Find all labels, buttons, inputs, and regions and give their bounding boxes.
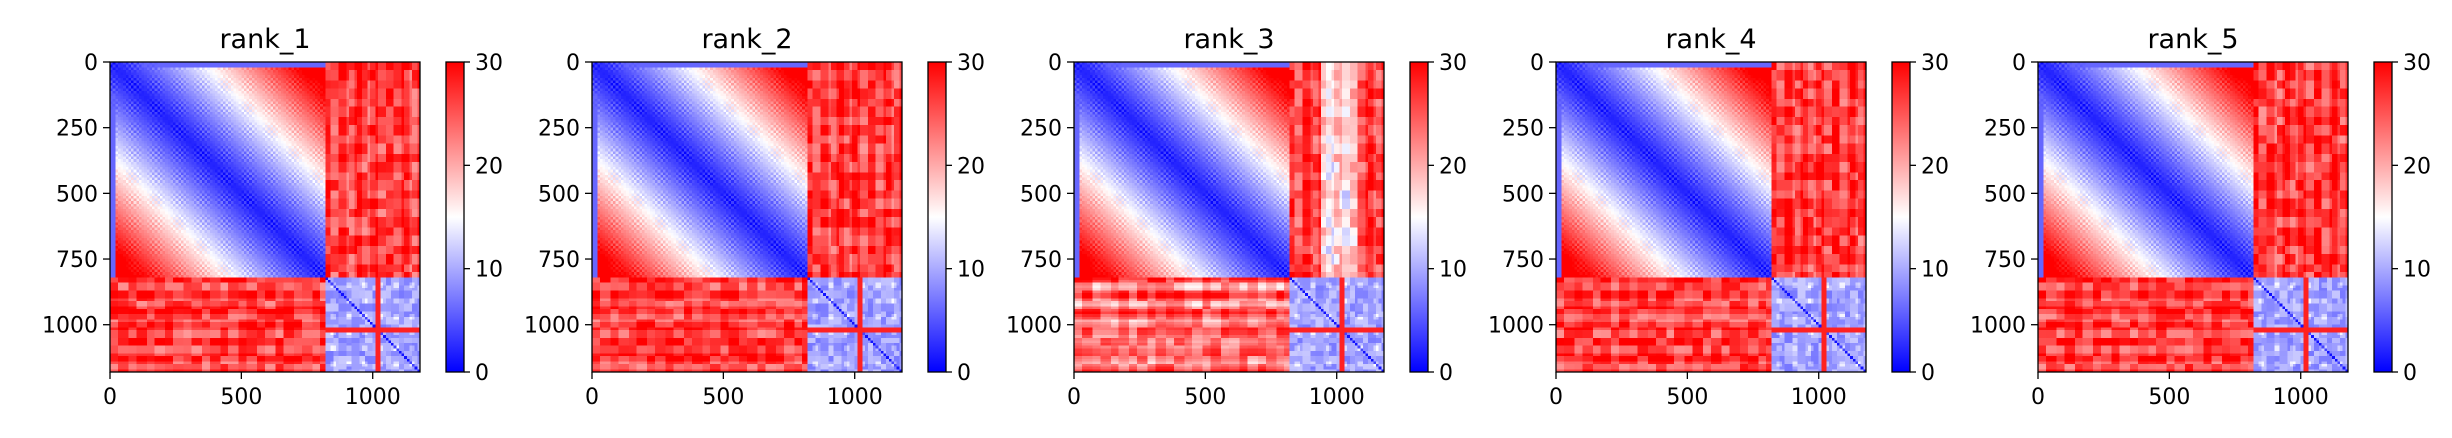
- y-tick-label: 250: [1020, 117, 1062, 142]
- plot-frame: [591, 61, 903, 373]
- y-tick-label: 750: [1984, 248, 2026, 273]
- colorbar-frame: [2373, 61, 2393, 373]
- colorbar-tick-label: 10: [1439, 258, 1467, 283]
- x-tick-label: 500: [702, 385, 744, 410]
- y-tick-label: 750: [1502, 248, 1544, 273]
- y-tick-label: 1000: [42, 314, 98, 339]
- colorbar-tick-label: 0: [957, 361, 971, 386]
- colorbar-tick-label: 0: [1921, 361, 1935, 386]
- y-tick-label: 500: [538, 182, 580, 207]
- colorbar: [1892, 62, 1910, 372]
- colorbar-tick-label: 30: [1439, 51, 1467, 76]
- x-tick-label: 500: [1184, 385, 1226, 410]
- colorbar: [446, 62, 464, 372]
- colorbar-tick-label: 20: [2403, 154, 2431, 179]
- colorbar: [928, 62, 946, 372]
- panel-title: rank_2: [701, 24, 792, 55]
- heatmap-image: [592, 62, 902, 372]
- y-tick-label: 250: [1502, 117, 1544, 142]
- colorbar-frame: [1891, 61, 1911, 373]
- plot-frame: [2037, 61, 2349, 373]
- colorbar-tick-label: 20: [1921, 154, 1949, 179]
- colorbar-tick-label: 30: [957, 51, 985, 76]
- colorbar-tick-label: 20: [957, 154, 985, 179]
- panel-title: rank_5: [2147, 24, 2238, 55]
- x-tick-label: 1000: [827, 385, 883, 410]
- heatmap-image: [2038, 62, 2348, 372]
- heatmap-image: [110, 62, 420, 372]
- colorbar-frame: [1409, 61, 1429, 373]
- y-tick-label: 1000: [1006, 314, 1062, 339]
- heatmap-panel-1: rank_1 0 250 500 750 1000 0 500 1000 0 10 20 30: [42, 24, 503, 410]
- colorbar-tick-label: 0: [1439, 361, 1453, 386]
- y-tick-label: 500: [1502, 182, 1544, 207]
- heatmap-image: [1074, 62, 1384, 372]
- y-tick-label: 500: [1984, 182, 2026, 207]
- colorbar-tick-label: 10: [475, 258, 503, 283]
- colorbar-tick-label: 0: [2403, 361, 2417, 386]
- colorbar-tick-label: 10: [1921, 258, 1949, 283]
- x-tick-label: 0: [585, 385, 599, 410]
- colorbar-tick-label: 10: [957, 258, 985, 283]
- colorbar-tick-label: 30: [2403, 51, 2431, 76]
- colorbar-tick-label: 30: [475, 51, 503, 76]
- y-tick-label: 500: [56, 182, 98, 207]
- colorbar: [1410, 62, 1428, 372]
- y-tick-label: 250: [538, 117, 580, 142]
- x-tick-label: 1000: [345, 385, 401, 410]
- y-tick-label: 1000: [1488, 314, 1544, 339]
- colorbar-frame: [927, 61, 947, 373]
- y-tick-label: 250: [1984, 117, 2026, 142]
- x-tick-label: 500: [220, 385, 262, 410]
- colorbar-tick-label: 20: [1439, 154, 1467, 179]
- colorbar-tick-label: 20: [475, 154, 503, 179]
- heatmap-panel-2: rank_2 0 250 500 750 1000 0 500 1000 0 10 20 30: [524, 24, 985, 410]
- panel-title: rank_4: [1665, 24, 1756, 55]
- x-tick-label: 500: [1666, 385, 1708, 410]
- panel-title: rank_3: [1183, 24, 1274, 55]
- colorbar-tick-label: 0: [475, 361, 489, 386]
- colorbar: [2374, 62, 2392, 372]
- y-tick-label: 250: [56, 117, 98, 142]
- heatmap-panel-5: rank_5 0 250 500 750 1000 0 500 1000 0 10 20 30: [1970, 24, 2431, 410]
- heatmap-panel-3: rank_3 0 250 500 750 1000 0 500 1000 0 10 20 30: [1006, 24, 1467, 410]
- x-tick-label: 500: [2148, 385, 2190, 410]
- plot-frame: [1555, 61, 1867, 373]
- x-tick-label: 1000: [1309, 385, 1365, 410]
- y-tick-label: 500: [1020, 182, 1062, 207]
- x-tick-label: 1000: [2273, 385, 2329, 410]
- y-tick-label: 0: [1530, 51, 1544, 76]
- plot-frame: [109, 61, 421, 373]
- plot-frame: [1073, 61, 1385, 373]
- heatmap-image: [1556, 62, 1866, 372]
- y-tick-label: 750: [1020, 248, 1062, 273]
- y-tick-label: 0: [84, 51, 98, 76]
- x-tick-label: 0: [103, 385, 117, 410]
- x-tick-label: 1000: [1791, 385, 1847, 410]
- x-tick-label: 0: [1549, 385, 1563, 410]
- y-tick-label: 0: [2012, 51, 2026, 76]
- y-tick-label: 1000: [1970, 314, 2026, 339]
- y-tick-label: 0: [1048, 51, 1062, 76]
- y-tick-label: 0: [566, 51, 580, 76]
- colorbar-tick-label: 10: [2403, 258, 2431, 283]
- colorbar-frame: [445, 61, 465, 373]
- colorbar-tick-label: 30: [1921, 51, 1949, 76]
- x-tick-label: 0: [1067, 385, 1081, 410]
- y-tick-label: 750: [538, 248, 580, 273]
- y-tick-label: 1000: [524, 314, 580, 339]
- heatmap-panel-4: rank_4 0 250 500 750 1000 0 500 1000 0 10 20 30: [1488, 24, 1949, 410]
- panel-title: rank_1: [219, 24, 310, 55]
- x-tick-label: 0: [2031, 385, 2045, 410]
- y-tick-label: 750: [56, 248, 98, 273]
